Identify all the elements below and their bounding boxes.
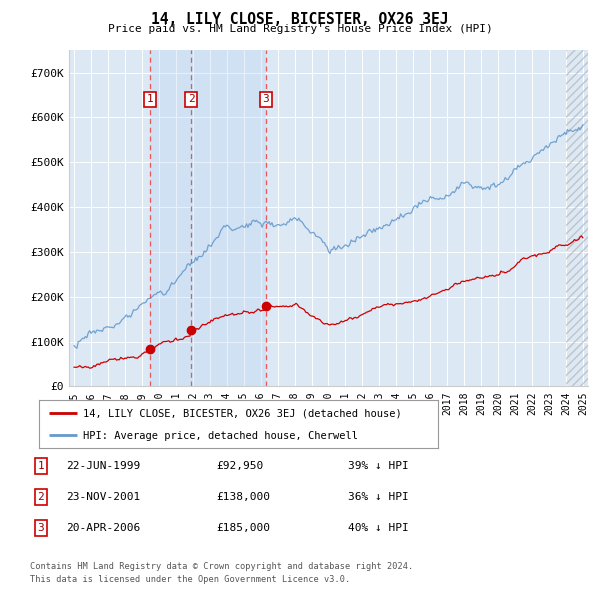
Text: 2: 2: [188, 94, 194, 104]
Text: £138,000: £138,000: [216, 492, 270, 502]
Text: 3: 3: [262, 94, 269, 104]
Text: 23-NOV-2001: 23-NOV-2001: [66, 492, 140, 502]
Text: Price paid vs. HM Land Registry's House Price Index (HPI): Price paid vs. HM Land Registry's House …: [107, 24, 493, 34]
Text: 14, LILY CLOSE, BICESTER, OX26 3EJ (detached house): 14, LILY CLOSE, BICESTER, OX26 3EJ (deta…: [83, 408, 401, 418]
Text: HPI: Average price, detached house, Cherwell: HPI: Average price, detached house, Cher…: [83, 431, 358, 441]
Text: 1: 1: [146, 94, 153, 104]
Text: Contains HM Land Registry data © Crown copyright and database right 2024.: Contains HM Land Registry data © Crown c…: [30, 562, 413, 571]
Text: £185,000: £185,000: [216, 523, 270, 533]
Text: 3: 3: [37, 523, 44, 533]
Text: This data is licensed under the Open Government Licence v3.0.: This data is licensed under the Open Gov…: [30, 575, 350, 584]
Text: 22-JUN-1999: 22-JUN-1999: [66, 461, 140, 471]
Text: 40% ↓ HPI: 40% ↓ HPI: [348, 523, 409, 533]
Text: 20-APR-2006: 20-APR-2006: [66, 523, 140, 533]
Text: £92,950: £92,950: [216, 461, 263, 471]
Text: 1: 1: [37, 461, 44, 471]
Text: 2: 2: [37, 492, 44, 502]
Text: 36% ↓ HPI: 36% ↓ HPI: [348, 492, 409, 502]
Text: 39% ↓ HPI: 39% ↓ HPI: [348, 461, 409, 471]
Bar: [566, 50, 588, 386]
Bar: [566, 50, 588, 386]
Bar: [150, 50, 266, 386]
Text: 14, LILY CLOSE, BICESTER, OX26 3EJ: 14, LILY CLOSE, BICESTER, OX26 3EJ: [151, 12, 449, 27]
